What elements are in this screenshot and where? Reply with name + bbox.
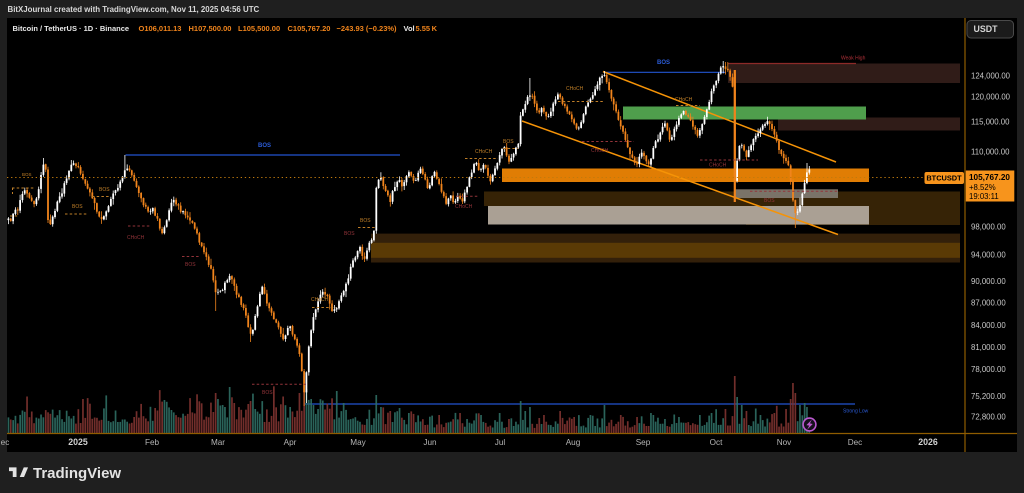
- svg-text:CHoCH: CHoCH: [455, 204, 473, 210]
- svg-text:BOS: BOS: [503, 139, 514, 145]
- svg-text:CHoCH: CHoCH: [675, 97, 693, 103]
- svg-text:USDT: USDT: [974, 24, 999, 34]
- svg-text:2026: 2026: [918, 437, 938, 447]
- svg-text:78,000.00: 78,000.00: [971, 365, 1006, 374]
- svg-text:CHoCH: CHoCH: [311, 297, 329, 303]
- svg-text:Oct: Oct: [710, 438, 723, 447]
- svg-text:Aug: Aug: [566, 438, 581, 447]
- svg-text:115,000.00: 115,000.00: [971, 117, 1010, 126]
- svg-text:Jun: Jun: [423, 438, 437, 447]
- svg-text:ec: ec: [1, 438, 10, 447]
- svg-text:90,000.00: 90,000.00: [971, 277, 1006, 286]
- svg-text:19:03:11: 19:03:11: [969, 192, 999, 201]
- svg-text:BOS: BOS: [22, 172, 32, 177]
- svg-text:BOS: BOS: [99, 187, 110, 193]
- svg-text:CHoCH: CHoCH: [566, 86, 584, 92]
- svg-text:Nov: Nov: [777, 438, 792, 447]
- svg-text:CHoCH: CHoCH: [709, 163, 727, 169]
- svg-text:105,767.20: 105,767.20: [969, 173, 1010, 182]
- svg-text:BOS: BOS: [262, 390, 273, 396]
- svg-text:Bitcoin / TetherUS · 1D · Bina: Bitcoin / TetherUS · 1D · Binance O106,01…: [13, 24, 438, 33]
- svg-text:110,000.00: 110,000.00: [971, 147, 1010, 156]
- svg-text:81,000.00: 81,000.00: [971, 343, 1006, 352]
- svg-text:CHoCH: CHoCH: [127, 235, 145, 241]
- svg-text:Dec: Dec: [848, 438, 863, 447]
- svg-text:BitXJournal created with Tradi: BitXJournal created with TradingView.com…: [8, 5, 260, 14]
- svg-text:Mar: Mar: [211, 438, 225, 447]
- svg-text:Apr: Apr: [284, 438, 297, 447]
- svg-text:Strong Low: Strong Low: [843, 409, 869, 415]
- svg-text:Jul: Jul: [495, 438, 506, 447]
- svg-text:BOS: BOS: [72, 204, 83, 210]
- svg-text:75,200.00: 75,200.00: [971, 392, 1006, 401]
- svg-text:2025: 2025: [68, 437, 88, 447]
- svg-text:Feb: Feb: [145, 438, 160, 447]
- svg-text:TradingView: TradingView: [33, 465, 121, 482]
- svg-text:72,800.00: 72,800.00: [971, 412, 1006, 421]
- svg-text:Weak High: Weak High: [841, 56, 866, 62]
- svg-text:BOS: BOS: [258, 143, 271, 149]
- svg-text:CHoCH: CHoCH: [591, 148, 609, 154]
- svg-text:BTCUSDT: BTCUSDT: [926, 174, 962, 183]
- svg-text:94,000.00: 94,000.00: [971, 250, 1006, 259]
- svg-text:84,000.00: 84,000.00: [971, 321, 1006, 330]
- svg-text:BOS: BOS: [344, 231, 355, 237]
- svg-text:+8.52%: +8.52%: [969, 183, 996, 192]
- svg-text:BOS: BOS: [657, 60, 670, 66]
- svg-text:120,000.00: 120,000.00: [971, 92, 1011, 101]
- svg-text:Sep: Sep: [636, 438, 651, 447]
- svg-text:98,000.00: 98,000.00: [971, 222, 1006, 231]
- svg-text:BOS: BOS: [764, 198, 775, 204]
- svg-text:BOS: BOS: [360, 218, 371, 224]
- svg-text:May: May: [350, 438, 366, 447]
- svg-text:CHoCH: CHoCH: [475, 149, 493, 155]
- svg-text:BOS: BOS: [185, 262, 196, 268]
- svg-text:87,000.00: 87,000.00: [971, 298, 1006, 307]
- svg-text:124,000.00: 124,000.00: [971, 71, 1011, 80]
